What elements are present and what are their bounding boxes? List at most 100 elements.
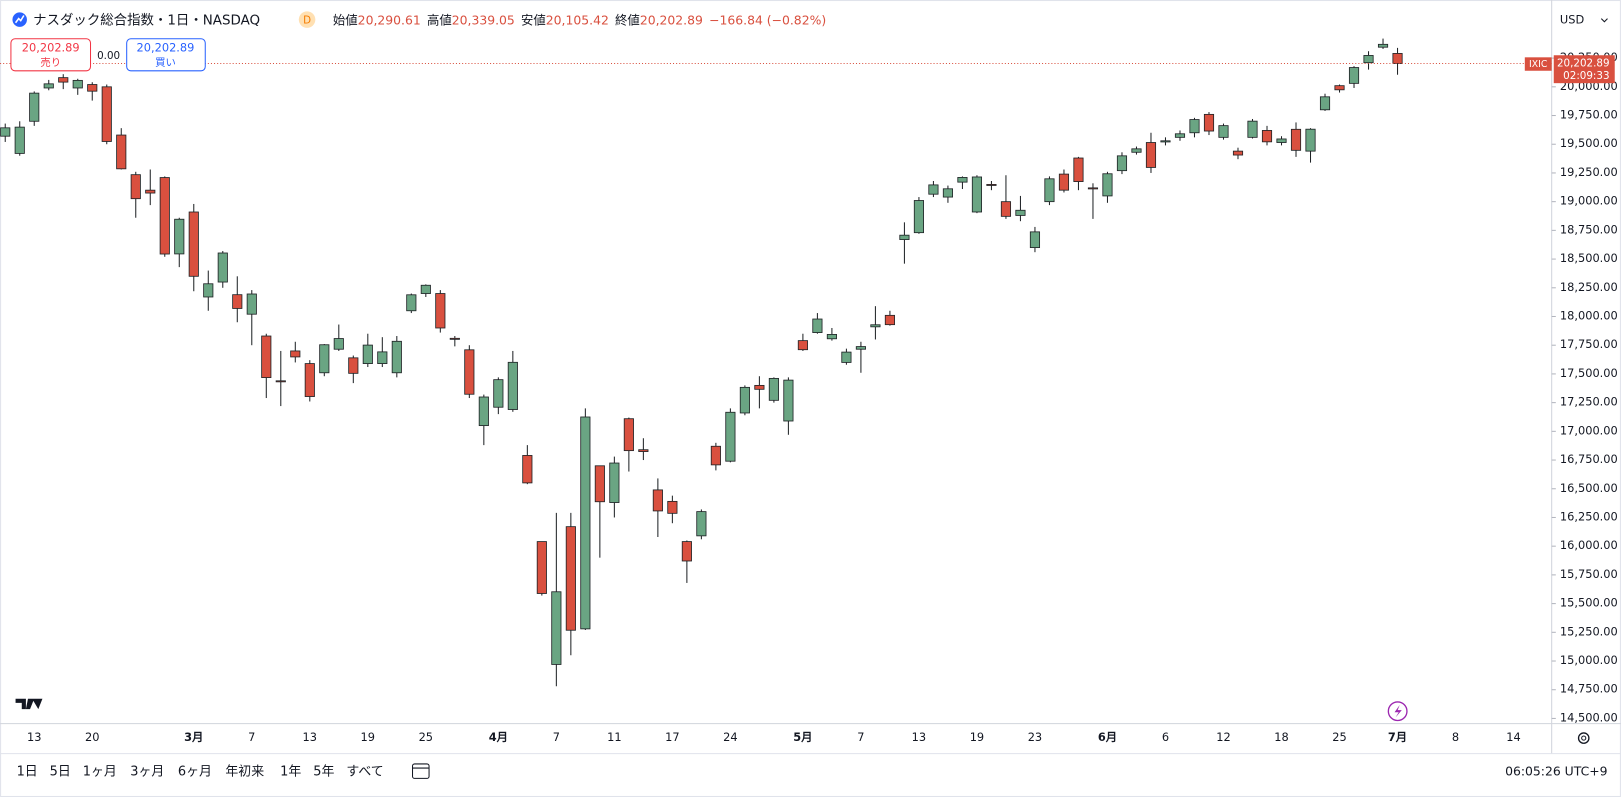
x-tick-label: 18 [1274,730,1288,744]
x-tick-label: 4月 [489,730,508,744]
symbol-tag-bg [1524,57,1552,71]
candle-body [420,284,431,294]
sell-button[interactable] [10,38,92,72]
candle-body [1232,150,1244,156]
y-tick-label: 19,500.00 [1560,136,1618,150]
candle-body [667,500,678,514]
spread: 0.00 [97,50,120,62]
legend-value: 20,105.42 [546,12,609,27]
candle-body [1087,187,1099,190]
y-tick-label: 18,250.00 [1560,280,1618,294]
candle-body [623,418,634,452]
candle-body [232,294,243,309]
candle-body [1073,157,1084,182]
candle-body [261,335,272,379]
candle-body [1319,96,1331,111]
x-tick-label: 5月 [793,730,812,744]
candle-body [478,396,489,427]
candle-body [116,134,127,170]
candle-body [449,337,460,340]
candle-body [725,411,736,462]
candle-body [1174,133,1186,138]
candle-body [1102,173,1113,197]
buy-label: 買い [155,57,176,69]
legend-label: 安値 [521,12,546,27]
range-button[interactable]: 5年 [313,765,334,780]
candle-body [406,294,417,312]
candle-body [304,363,315,397]
badge: D [303,15,311,27]
y-tick-label: 19,250.00 [1560,165,1618,179]
candle-body [1160,140,1171,143]
x-tick-label: 25 [1332,730,1346,744]
candle-body [1015,209,1026,216]
toolbar: 1日 5日 1ヶ月 3ヶ月 6ヶ月 年初来 1年 5年 すべて [17,765,384,780]
range-button[interactable]: 1年 [280,765,301,780]
range-button[interactable]: 5日 [50,765,71,780]
candle-body [362,344,373,364]
badge-bg [298,11,316,28]
x-tick-label: 7 [553,730,560,744]
candle-body [1058,173,1070,191]
y-tick-label: 14,500.00 [1560,710,1618,724]
candle-body [246,293,257,315]
candle-body [72,79,83,89]
x-tick-label: 3月 [184,730,203,744]
ohlc-legend: 始値20,290.61 高値20,339.05 安値20,105.42 終値20,20… [333,12,826,27]
candle-body [1218,125,1229,138]
candle-body [14,126,25,154]
candle-body [942,188,953,198]
legend-label: 終値 [615,12,640,27]
candle-body [1029,231,1041,249]
settings-button[interactable] [1577,732,1590,744]
candle-body [1363,55,1374,64]
buy-button[interactable] [126,38,206,72]
candle-body [275,380,286,383]
candle-body [391,340,402,374]
symbol-title[interactable]: ナスダック総合指数・1日・NASDAQ [33,13,260,29]
date-range-button[interactable] [412,763,430,779]
clock[interactable]: 06:05:26 UTC+9 [1505,764,1608,779]
candle-body [1131,148,1142,153]
candle-body [435,293,446,329]
candle-body [696,511,707,537]
y-tick-label: 15,500.00 [1560,596,1618,610]
x-tick-label: 19 [970,730,984,744]
range-button[interactable]: 6ヶ月 [178,765,212,780]
range-button[interactable]: すべて [346,765,383,780]
candle-body [1261,130,1273,143]
candle-body [1392,53,1403,64]
candle-body [1276,138,1287,143]
candle-body [609,462,620,503]
settings-icon [1581,735,1587,741]
candle-body [1290,128,1302,151]
candle-body [522,455,533,484]
sell-label: 売り [40,56,61,69]
range-button[interactable]: 年初来 [225,765,264,780]
range-button[interactable]: 1ヶ月 [83,765,117,780]
legend-label: 高値 [427,12,452,27]
price-tag: 20,202.89 [1557,58,1610,70]
candle-body [870,324,881,328]
x-tick-label: 19 [361,730,375,744]
range-button[interactable]: 3ヶ月 [130,765,164,780]
candle-body [217,252,228,283]
candle-body [957,177,968,183]
candle-body [203,283,214,298]
x-tick-label: 13 [27,730,41,744]
x-tick-label: 17 [665,730,679,744]
buy-price: 20,202.89 [137,41,195,55]
candle-body [101,86,112,142]
candle-body [464,349,475,395]
y-tick-label: 16,500.00 [1560,481,1618,495]
candle-body [1044,178,1055,203]
sell-price: 20,202.89 [22,41,80,55]
symbol-tag: IXIC [1529,59,1547,70]
events-icon [1394,704,1402,718]
x-tick-label: 14 [1506,730,1520,744]
candle-body [1116,155,1128,172]
x-tick-label: 24 [723,730,737,744]
range-button[interactable]: 1日 [17,765,38,780]
x-tick-label: 25 [419,730,433,744]
